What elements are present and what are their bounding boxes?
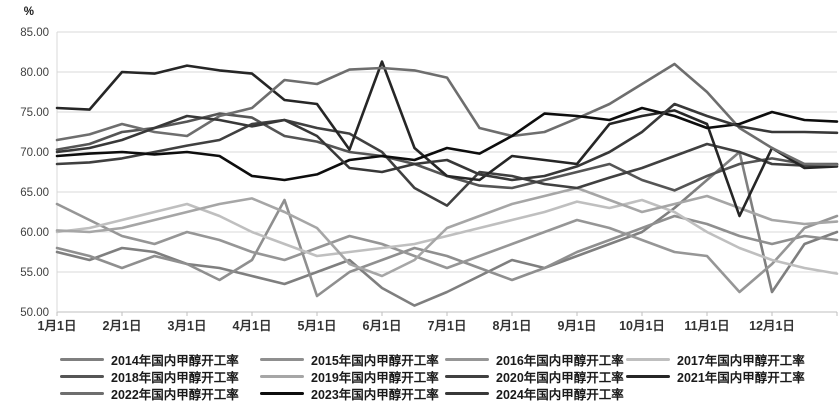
x-axis-tick-label: 9月1日 xyxy=(558,319,597,333)
legend-label: 2017年国内甲醇开工率 xyxy=(677,354,805,368)
legend-item-2024年国内甲醇开工率: 2024年国内甲醇开工率 xyxy=(445,385,626,402)
x-axis-tick-label: 1月1日 xyxy=(38,319,77,333)
y-axis-unit-label: % xyxy=(24,6,34,18)
x-axis-tick-label: 2月1日 xyxy=(103,319,142,333)
legend-line-swatch xyxy=(626,374,670,379)
legend-item-2018年国内甲醇开工率: 2018年国内甲醇开工率 xyxy=(60,368,260,385)
legend-line-swatch xyxy=(445,391,489,396)
legend-item-2017年国内甲醇开工率: 2017年国内甲醇开工率 xyxy=(626,351,805,368)
legend-label: 2015年国内甲醇开工率 xyxy=(311,354,439,368)
legend-line-swatch xyxy=(445,357,489,362)
series-line-2024年国内甲醇开工率 xyxy=(55,102,839,182)
legend-line-swatch xyxy=(260,391,304,396)
series-line-2023年国内甲醇开工率 xyxy=(55,106,839,182)
series-line-2020年国内甲醇开工率 xyxy=(55,118,839,207)
y-axis-tick-label: 60.00 xyxy=(20,227,49,239)
x-axis-tick-label: 10月1日 xyxy=(619,319,665,333)
series-line-2021年国内甲醇开工率 xyxy=(55,60,839,218)
legend-line-swatch xyxy=(60,357,104,362)
x-axis-tick-label: 5月1日 xyxy=(298,319,337,333)
legend-line-swatch xyxy=(60,391,104,396)
chart-area: % 85.00 80.00 75.00 70.00 65.00 60.00 55.00 50.0… xyxy=(20,6,839,333)
legend-label: 2018年国内甲醇开工率 xyxy=(111,371,239,385)
x-axis-tick-label: 12月1日 xyxy=(749,319,795,333)
series-line-2016年国内甲醇开工率 xyxy=(55,202,839,294)
x-axis-tick-label: 6月1日 xyxy=(363,319,402,333)
legend-item-2016年国内甲醇开工率: 2016年国内甲醇开工率 xyxy=(445,351,626,368)
legend-label: 2016年国内甲醇开工率 xyxy=(496,354,624,368)
y-axis-tick-label: 70.00 xyxy=(20,147,49,159)
y-axis-tick-label: 85.00 xyxy=(20,27,49,39)
legend-item-2021年国内甲醇开工率: 2021年国内甲醇开工率 xyxy=(626,368,805,385)
x-axis-tick-label: 7月1日 xyxy=(428,319,467,333)
y-axis-tick-label: 55.00 xyxy=(20,267,49,279)
legend-label: 2024年国内甲醇开工率 xyxy=(496,388,624,402)
legend-line-swatch xyxy=(260,357,304,362)
x-axis-tick-label: 8月1日 xyxy=(493,319,532,333)
legend-label: 2023年国内甲醇开工率 xyxy=(311,388,439,402)
chart-legend: 2014年国内甲醇开工率 2015年国内甲醇开工率 2016年国内甲醇开工率 2017… xyxy=(60,351,839,402)
legend-label: 2014年国内甲醇开工率 xyxy=(111,354,239,368)
legend-line-swatch xyxy=(445,374,489,379)
legend-label: 2021年国内甲醇开工率 xyxy=(677,371,805,385)
legend-label: 2022年国内甲醇开工率 xyxy=(111,388,239,402)
x-axis-tick-label: 3月1日 xyxy=(168,319,207,333)
legend-label: 2019年国内甲醇开工率 xyxy=(311,371,439,385)
y-axis-tick-label: 80.00 xyxy=(20,67,49,79)
y-axis-tick-label: 65.00 xyxy=(20,187,49,199)
legend-label: 2020年国内甲醇开工率 xyxy=(496,371,624,385)
legend-item-2022年国内甲醇开工率: 2022年国内甲醇开工率 xyxy=(60,385,260,402)
y-axis-tick-label: 75.00 xyxy=(20,107,49,119)
methanol-operating-rate-line-chart: % 85.00 80.00 75.00 70.00 65.00 60.00 55.00 50.0… xyxy=(20,6,839,333)
y-axis-tick-label: 50.00 xyxy=(20,307,49,319)
legend-item-2020年国内甲醇开工率: 2020年国内甲醇开工率 xyxy=(445,368,626,385)
series-line-2017年国内甲醇开工率 xyxy=(55,198,839,275)
x-axis-tick-label: 4月1日 xyxy=(233,319,272,333)
legend-line-swatch xyxy=(60,374,104,379)
legend-line-swatch xyxy=(626,357,670,362)
legend-item-2014年国内甲醇开工率: 2014年国内甲醇开工率 xyxy=(60,351,260,368)
legend-item-2023年国内甲醇开工率: 2023年国内甲醇开工率 xyxy=(260,385,445,402)
x-axis-tick-label: 11月1日 xyxy=(684,319,729,333)
series-line-2019年国内甲醇开工率 xyxy=(55,186,839,278)
series-line-2022年国内甲醇开工率 xyxy=(55,62,839,167)
series-line-2015年国内甲醇开工率 xyxy=(55,198,839,298)
legend-line-swatch xyxy=(260,374,304,379)
legend-item-2019年国内甲醇开工率: 2019年国内甲醇开工率 xyxy=(260,368,445,385)
legend-item-2015年国内甲醇开工率: 2015年国内甲醇开工率 xyxy=(260,351,445,368)
